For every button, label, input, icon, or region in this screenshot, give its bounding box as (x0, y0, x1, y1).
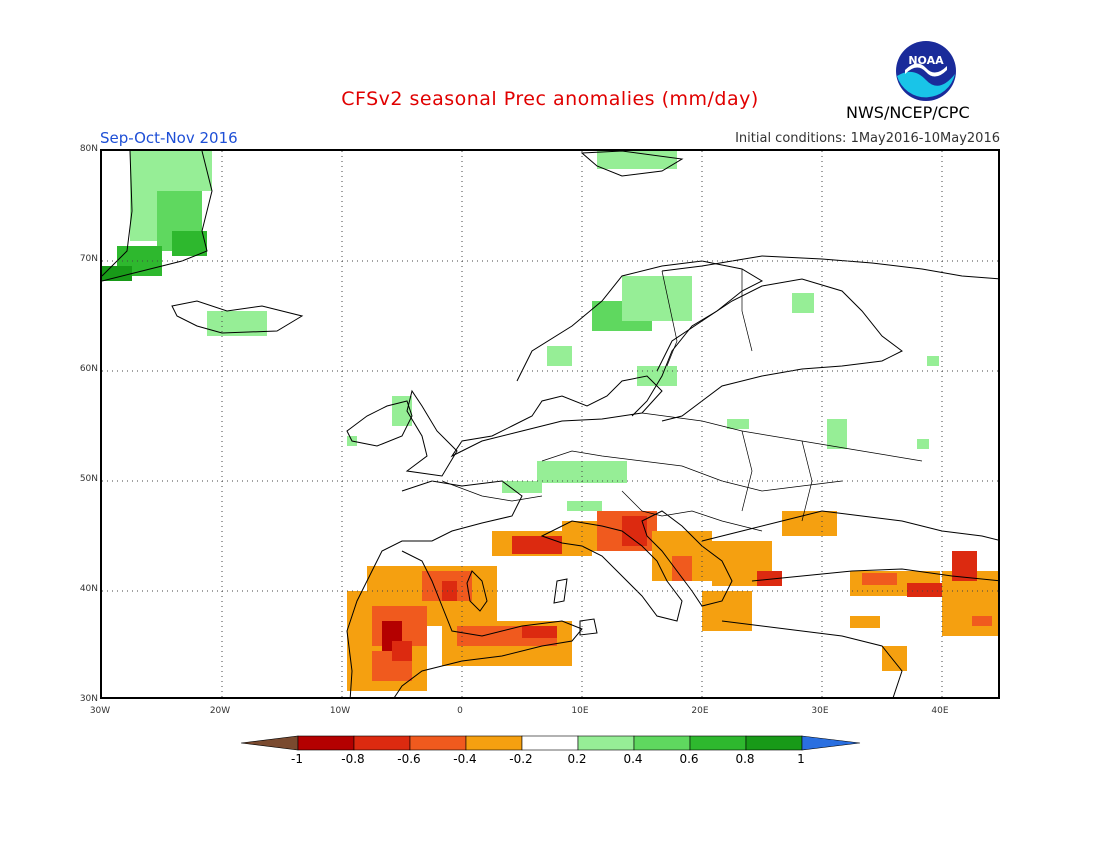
lon-label-10w: 10W (329, 706, 351, 716)
grid-lines (102, 151, 998, 697)
colorbar-segment (465, 735, 523, 751)
lat-label-30n: 30N (79, 694, 98, 704)
colorbar-segment (577, 735, 635, 751)
colorbar-segment (353, 735, 411, 751)
colorbar-segment (745, 735, 803, 751)
colorbar-tick: -0.6 (397, 752, 421, 766)
colorbar-tick: -0.4 (453, 752, 477, 766)
colorbar-tick: -0.2 (509, 752, 533, 766)
lat-label-50n: 50N (79, 474, 98, 484)
lon-label-20e: 20E (691, 706, 709, 716)
lon-label-20w: 20W (209, 706, 231, 716)
colorbar-segment (633, 735, 691, 751)
colorbar-tick: -1 (291, 752, 303, 766)
organization-label: NWS/NCEP/CPC (846, 103, 970, 122)
colorbar-segment (409, 735, 467, 751)
positive-anomaly-cells (102, 151, 939, 511)
colorbar-tick: 0.4 (623, 752, 643, 766)
colorbar-segment (240, 735, 299, 751)
lat-label-80n: 80N (79, 144, 98, 154)
colorbar (240, 735, 862, 755)
logo-text: NOAA (908, 54, 944, 67)
anomaly-map (102, 151, 998, 697)
colorbar-segment (297, 735, 355, 751)
colorbar-segment (689, 735, 747, 751)
lon-label-30w: 30W (89, 706, 111, 716)
lon-label-0: 0 (457, 706, 463, 716)
colorbar-tick: -0.8 (341, 752, 365, 766)
lat-label-40n: 40N (79, 584, 98, 594)
negative-anomaly-cells (347, 511, 998, 691)
colorbar-segment (801, 735, 861, 751)
colorbar-tick: 1 (797, 752, 805, 766)
colorbar-segment (521, 735, 579, 751)
initial-conditions-label: Initial conditions: 1May2016-10May2016 (735, 131, 1000, 146)
borders (441, 269, 923, 532)
lat-label-70n: 70N (79, 254, 98, 264)
noaa-logo: NOAA (895, 40, 957, 102)
coastlines (102, 151, 998, 697)
map-panel (100, 149, 1000, 699)
lon-label-40e: 40E (931, 706, 949, 716)
lon-label-10e: 10E (571, 706, 589, 716)
colorbar-tick: 0.8 (735, 752, 755, 766)
chart-title: CFSv2 seasonal Prec anomalies (mm/day) (341, 88, 759, 110)
lon-label-30e: 30E (811, 706, 829, 716)
lat-label-60n: 60N (79, 364, 98, 374)
colorbar-tick: 0.2 (567, 752, 587, 766)
period-label: Sep-Oct-Nov 2016 (100, 129, 238, 147)
colorbar-tick: 0.6 (679, 752, 699, 766)
